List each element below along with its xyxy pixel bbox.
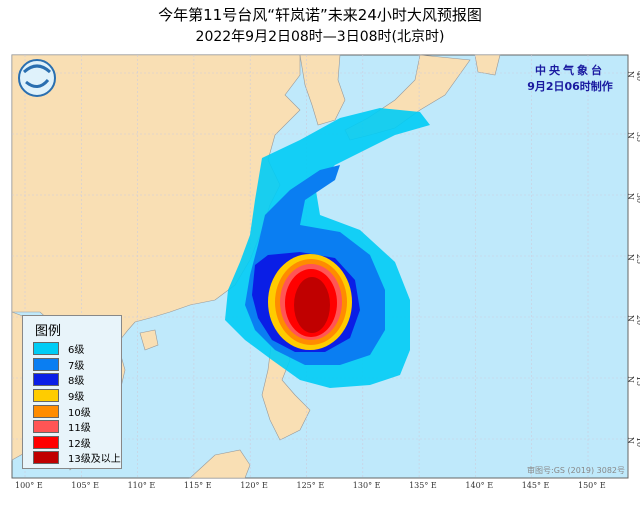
wind-zones: [225, 108, 430, 388]
legend-title: 图例: [35, 324, 62, 339]
legend-item: 9级: [33, 388, 121, 404]
agency-name: 中央气象台: [535, 64, 605, 77]
legend-item: 8级: [33, 372, 121, 388]
hainan: [139, 329, 159, 351]
legend-label: 8级: [68, 376, 85, 388]
legend-swatch: [33, 451, 59, 465]
lat-label: 15° N: [626, 375, 640, 391]
legend-label: 10级: [68, 407, 91, 419]
lon-label: 150° E: [578, 481, 606, 490]
zone-13-plus: [294, 277, 330, 333]
legend-swatch: [33, 435, 59, 449]
legend-label: 11级: [68, 423, 91, 435]
lat-label: 20° N: [626, 314, 640, 330]
lat-label: 10° N: [626, 436, 640, 452]
legend-label: 12级: [68, 438, 91, 450]
borneo: [189, 449, 251, 479]
legend-item: 13级及以上: [33, 450, 121, 466]
legend-item: 7级: [33, 357, 121, 373]
korea: [299, 54, 346, 126]
issued-time: 9月2日06时制作: [527, 80, 613, 93]
legend-swatch: [33, 357, 59, 371]
lat-label: 30° N: [626, 192, 640, 208]
cma-logo: [18, 59, 56, 97]
approval-number: 审图号:GS (2019) 3082号: [527, 466, 626, 475]
legend-item: 10级: [33, 403, 121, 419]
lon-label: 120° E: [240, 481, 268, 490]
lat-label: 35° N: [626, 131, 640, 147]
lon-label: 125° E: [296, 481, 325, 490]
lon-label: 130° E: [352, 481, 381, 490]
lon-label: 105° E: [71, 481, 99, 490]
legend-label: 6级: [68, 345, 85, 357]
legend-item: 11级: [33, 419, 121, 435]
lon-label: 115° E: [183, 481, 212, 490]
legend-label: 9级: [68, 392, 85, 404]
lon-label: 145° E: [521, 481, 550, 490]
legend-label: 13级及以上: [68, 454, 121, 466]
legend-swatch: [33, 342, 59, 356]
map-subtitle: 2022年9月2日08时—3日08时(北京时): [195, 29, 445, 45]
legend: 图例 6级 7级 8级 9级 10级 11级 12级 13级及以上: [22, 315, 122, 469]
lon-label: 110° E: [127, 481, 156, 490]
lat-label: 40° N: [626, 70, 640, 86]
legend-swatch: [33, 389, 59, 403]
legend-item: 12级: [33, 435, 121, 451]
lon-label: 100° E: [15, 481, 43, 490]
lon-label: 140° E: [465, 481, 494, 490]
map-title: 今年第11号台风“轩岚诺”未来24小时大风预报图: [158, 6, 482, 24]
lat-label: 25° N: [626, 253, 640, 269]
hokkaido: [474, 54, 501, 76]
legend-swatch: [33, 420, 59, 434]
legend-swatch: [33, 373, 59, 387]
legend-label: 7级: [68, 360, 85, 372]
legend-item: 6级: [33, 341, 121, 357]
lon-label: 135° E: [409, 481, 437, 490]
legend-swatch: [33, 404, 59, 418]
